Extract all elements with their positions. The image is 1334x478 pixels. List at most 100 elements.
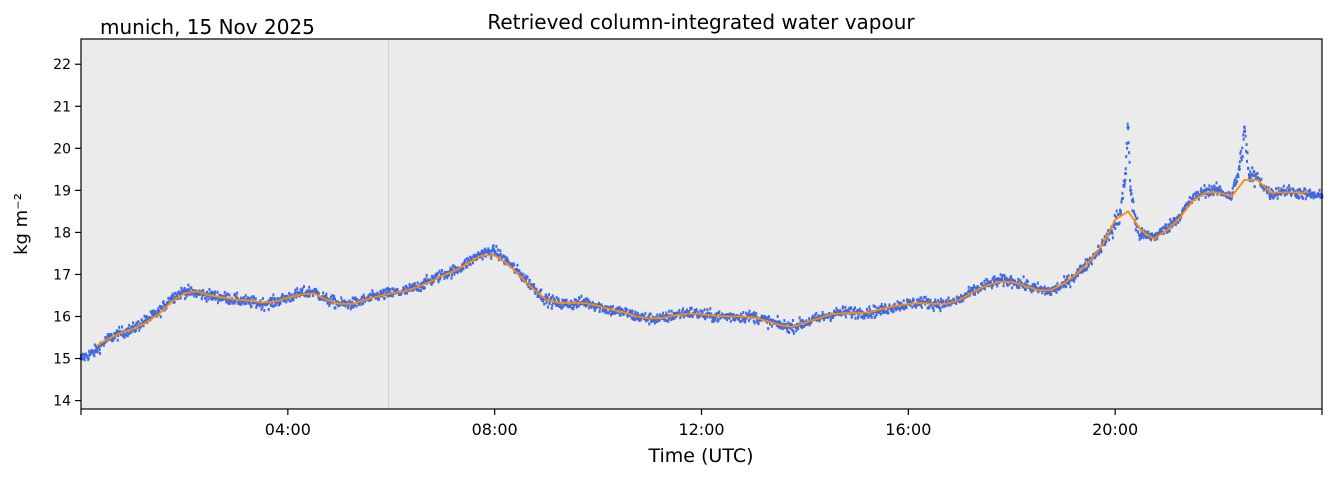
scatter-point — [920, 305, 923, 309]
scatter-point — [171, 298, 174, 302]
scatter-point — [132, 325, 135, 329]
scatter-point — [634, 310, 637, 314]
scatter-point — [193, 294, 196, 298]
scatter-point — [992, 283, 995, 287]
scatter-point — [575, 305, 578, 309]
scatter-point — [1106, 236, 1109, 240]
scatter-point — [1184, 204, 1187, 208]
scatter-point — [145, 315, 148, 319]
scatter-point — [104, 335, 107, 339]
x-tick-label: 04:00 — [265, 420, 311, 439]
scatter-point — [1215, 181, 1218, 185]
scatter-point — [1017, 277, 1020, 281]
scatter-point — [1130, 192, 1133, 196]
scatter-point — [1054, 287, 1057, 291]
scatter-point — [341, 299, 344, 303]
scatter-point — [895, 308, 898, 312]
scatter-point — [325, 292, 328, 296]
scatter-point — [483, 250, 486, 254]
scatter-point — [112, 338, 115, 342]
scatter-point — [351, 296, 354, 300]
scatter-point — [1105, 240, 1108, 244]
scatter-point — [1066, 275, 1069, 279]
scatter-point — [379, 289, 382, 293]
scatter-point — [523, 276, 526, 280]
scatter-point — [1066, 281, 1069, 285]
scatter-point — [388, 290, 391, 294]
scatter-point — [712, 318, 715, 322]
scatter-point — [316, 290, 319, 294]
scatter-point — [1234, 183, 1237, 187]
scatter-point — [467, 257, 470, 261]
scatter-point — [1140, 230, 1143, 234]
scatter-point — [1244, 134, 1247, 138]
scatter-point — [753, 311, 756, 315]
scatter-point — [866, 314, 869, 318]
scatter-point — [1174, 223, 1177, 227]
scatter-point — [666, 314, 669, 318]
scatter-point — [134, 329, 137, 333]
scatter-point — [848, 306, 851, 310]
scatter-point — [629, 313, 632, 317]
scatter-point — [502, 254, 505, 258]
scatter-point — [1235, 175, 1238, 179]
scatter-point — [1135, 224, 1138, 228]
scatter-point — [991, 286, 994, 290]
scatter-point — [1067, 274, 1070, 278]
scatter-point — [547, 293, 550, 297]
scatter-point — [1073, 279, 1076, 283]
scatter-point — [553, 301, 556, 305]
scatter-point — [290, 293, 293, 297]
scatter-point — [450, 268, 453, 272]
scatter-point — [631, 311, 634, 315]
scatter-point — [948, 299, 951, 303]
scatter-point — [304, 290, 307, 294]
scatter-point — [1024, 281, 1027, 285]
scatter-point — [1117, 212, 1120, 216]
scatter-point — [278, 297, 281, 301]
scatter-point — [873, 316, 876, 320]
scatter-point — [1087, 264, 1090, 268]
scatter-point — [331, 294, 334, 298]
scatter-point — [243, 302, 246, 306]
scatter-point — [340, 296, 343, 300]
scatter-point — [207, 294, 210, 298]
scatter-point — [747, 313, 750, 317]
scatter-point — [1251, 166, 1254, 170]
scatter-point — [369, 292, 372, 296]
scatter-point — [1236, 172, 1239, 176]
scatter-point — [217, 301, 220, 305]
scatter-point — [718, 310, 721, 314]
scatter-point — [446, 276, 449, 280]
scatter-point — [1269, 196, 1272, 200]
scatter-point — [96, 350, 99, 354]
scatter-point — [1131, 209, 1134, 213]
scatter-point — [1006, 277, 1009, 281]
scatter-point — [990, 281, 993, 285]
scatter-point — [844, 305, 847, 309]
scatter-point — [437, 278, 440, 282]
scatter-point — [371, 289, 374, 293]
scatter-point — [748, 309, 751, 313]
y-tick-label: 18 — [53, 225, 71, 241]
scatter-point — [404, 291, 407, 295]
scatter-point — [443, 270, 446, 274]
scatter-point — [661, 315, 664, 319]
scatter-point — [1125, 155, 1128, 159]
scatter-point — [796, 322, 799, 326]
scatter-point — [209, 291, 212, 295]
scatter-point — [431, 276, 434, 280]
scatter-point — [1284, 188, 1287, 192]
scatter-point — [1241, 155, 1244, 159]
scatter-point — [716, 311, 719, 315]
scatter-point — [1259, 183, 1262, 187]
scatter-point — [261, 297, 264, 301]
scatter-point — [96, 346, 99, 350]
scatter-point — [606, 311, 609, 315]
scatter-point — [1124, 167, 1127, 171]
scatter-point — [845, 309, 848, 313]
scatter-point — [1115, 215, 1118, 219]
scatter-point — [163, 308, 166, 312]
scatter-point — [539, 297, 542, 301]
scatter-point — [1029, 288, 1032, 292]
